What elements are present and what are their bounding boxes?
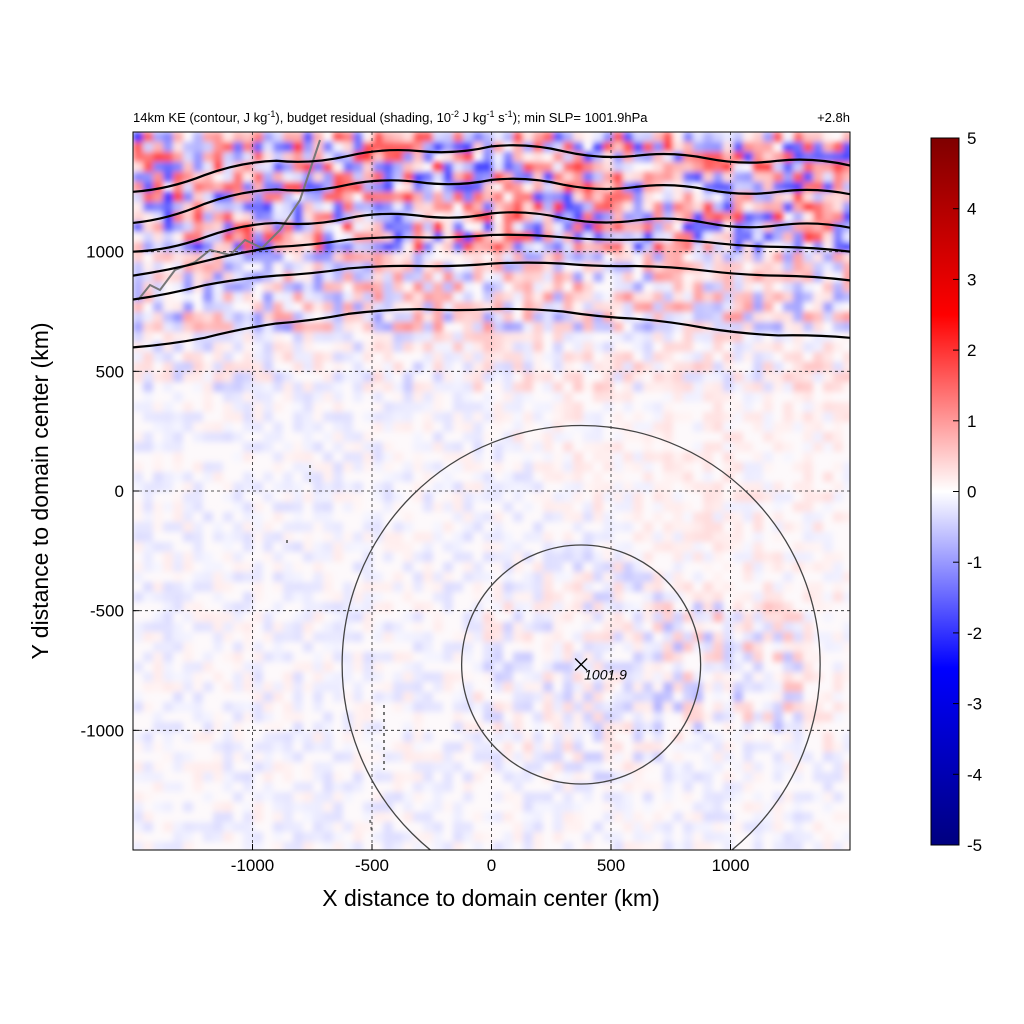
- colorbar-tick-label: -3: [967, 695, 982, 714]
- chart-title: 14km KE (contour, J kg-1), budget residu…: [133, 109, 648, 125]
- colorbar-tick-label: -5: [967, 836, 982, 855]
- time-label: +2.8h: [817, 110, 850, 125]
- x-tick-label: -500: [355, 856, 389, 875]
- ke-contour-line: [133, 177, 850, 225]
- island-segment: [369, 819, 373, 833]
- colorbar-tick-label: 4: [967, 200, 976, 219]
- colorbar-tick-label: 1: [967, 412, 976, 431]
- range-circle: [460, 544, 702, 785]
- x-tick-label: 1000: [712, 856, 750, 875]
- ke-contour-line: [133, 233, 850, 277]
- y-tick-label: -500: [90, 602, 124, 621]
- colorbar-tick-label: 0: [967, 483, 976, 502]
- y-tick-label: -1000: [81, 721, 124, 740]
- colorbar-tick-labels: 5 4 3 2 1 0 -1 -2 -3 -4 -5: [953, 129, 982, 855]
- x-tick-label: -1000: [231, 856, 274, 875]
- colorbar-tick-label: -2: [967, 624, 982, 643]
- range-circles: [341, 424, 821, 850]
- center-x-mark: [574, 658, 588, 671]
- x-axis-label: X distance to domain center (km): [322, 885, 659, 911]
- x-tick-label: 500: [597, 856, 625, 875]
- residual-shading: [133, 132, 850, 850]
- y-tick-label: 0: [115, 482, 124, 501]
- ke-contour-line: [133, 261, 850, 301]
- colorbar-tick-label: -1: [967, 553, 982, 572]
- ke-contour-line: [133, 144, 850, 193]
- y-tick-labels: 1000 500 0 -500 -1000: [81, 243, 139, 740]
- storm-center: 1001.9: [574, 658, 627, 683]
- x-tick-labels: -1000 -500 0 500 1000: [231, 844, 750, 875]
- ke-contours: [133, 144, 850, 349]
- range-circle: [341, 424, 821, 850]
- x-tick-label: 0: [487, 856, 496, 875]
- colorbar-tick-label: -4: [967, 765, 982, 784]
- ke-contour-line: [133, 211, 850, 253]
- y-tick-label: 1000: [86, 243, 124, 262]
- y-axis-label: Y distance to domain center (km): [27, 322, 53, 659]
- colorbar-tick-label: 2: [967, 341, 976, 360]
- y-tick-label: 500: [96, 362, 124, 381]
- center-label: 1001.9: [584, 667, 627, 683]
- plot-area: 1001.9: [133, 132, 850, 850]
- colorbar-tick-label: 3: [967, 270, 976, 289]
- ke-contour-line: [133, 307, 850, 349]
- colorbar-tick-label: 5: [967, 129, 976, 148]
